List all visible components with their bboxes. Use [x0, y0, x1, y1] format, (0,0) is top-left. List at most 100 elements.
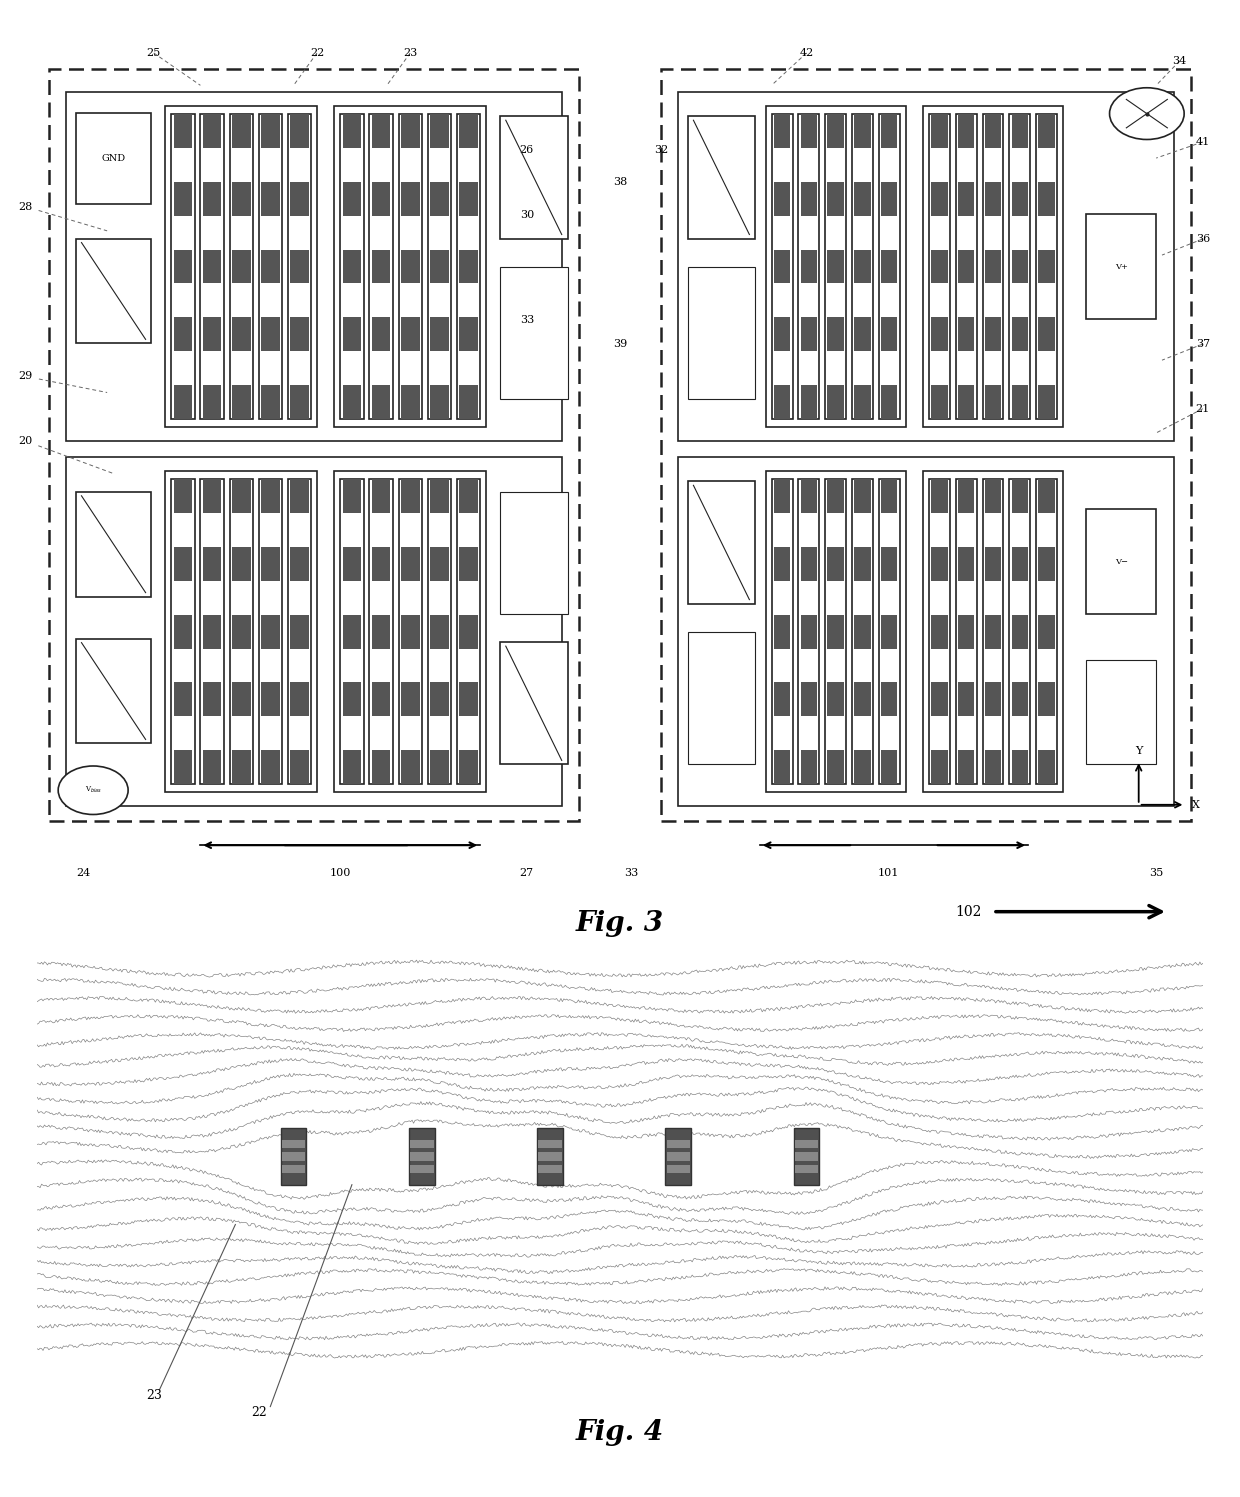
- Bar: [537, 1127, 563, 1184]
- Bar: [370, 479, 393, 784]
- Bar: [1012, 750, 1028, 784]
- Bar: [290, 479, 309, 513]
- Bar: [774, 683, 790, 716]
- Bar: [459, 479, 477, 513]
- Bar: [430, 683, 449, 716]
- Bar: [409, 1127, 435, 1184]
- Bar: [340, 479, 363, 784]
- Bar: [372, 250, 391, 283]
- Bar: [982, 479, 1003, 784]
- Bar: [774, 183, 790, 216]
- Bar: [1038, 546, 1055, 581]
- Bar: [854, 317, 870, 350]
- Bar: [1012, 114, 1028, 148]
- Bar: [774, 114, 790, 148]
- Bar: [956, 114, 977, 419]
- Bar: [165, 106, 317, 427]
- Bar: [260, 250, 280, 283]
- Bar: [678, 457, 1174, 807]
- Text: 20: 20: [19, 436, 32, 446]
- Bar: [76, 639, 151, 744]
- Bar: [401, 250, 419, 283]
- Bar: [852, 479, 873, 784]
- Bar: [398, 479, 422, 784]
- Bar: [229, 479, 253, 784]
- Bar: [340, 114, 363, 419]
- Circle shape: [58, 766, 128, 814]
- Bar: [174, 479, 192, 513]
- Bar: [290, 317, 309, 350]
- Bar: [410, 1153, 434, 1160]
- Bar: [931, 183, 947, 216]
- Text: Y: Y: [1135, 746, 1142, 756]
- Bar: [280, 1127, 306, 1184]
- Text: 42: 42: [800, 48, 813, 58]
- Bar: [456, 114, 480, 419]
- Bar: [232, 546, 250, 581]
- Bar: [771, 114, 792, 419]
- Bar: [500, 642, 568, 765]
- Bar: [430, 385, 449, 419]
- Bar: [923, 472, 1063, 792]
- Bar: [801, 183, 817, 216]
- Bar: [1086, 214, 1156, 319]
- Bar: [500, 493, 568, 614]
- Bar: [825, 114, 846, 419]
- Bar: [398, 114, 422, 419]
- Bar: [342, 615, 361, 648]
- Bar: [202, 750, 222, 784]
- Text: 21: 21: [1195, 404, 1210, 413]
- Bar: [67, 457, 562, 807]
- Bar: [232, 385, 250, 419]
- Bar: [827, 479, 843, 513]
- Bar: [260, 479, 280, 513]
- Bar: [229, 114, 253, 419]
- Bar: [825, 479, 846, 784]
- Bar: [401, 385, 419, 419]
- Bar: [801, 546, 817, 581]
- Bar: [401, 750, 419, 784]
- Bar: [372, 385, 391, 419]
- Text: 38: 38: [613, 177, 627, 187]
- Bar: [985, 479, 1001, 513]
- Bar: [202, 317, 222, 350]
- Bar: [165, 472, 317, 792]
- Text: 30: 30: [520, 210, 534, 220]
- Text: V−: V−: [1115, 558, 1127, 566]
- Bar: [801, 250, 817, 283]
- Bar: [1038, 317, 1055, 350]
- Bar: [882, 385, 898, 419]
- Bar: [538, 1153, 562, 1160]
- Bar: [260, 114, 280, 148]
- Bar: [456, 479, 480, 784]
- Bar: [67, 91, 562, 442]
- Text: 26: 26: [520, 145, 534, 156]
- Bar: [372, 183, 391, 216]
- Bar: [260, 546, 280, 581]
- Bar: [882, 183, 898, 216]
- Text: X: X: [1193, 799, 1200, 810]
- Bar: [1037, 479, 1056, 784]
- Bar: [827, 683, 843, 716]
- Bar: [201, 479, 223, 784]
- Text: 37: 37: [1195, 338, 1210, 349]
- Bar: [774, 250, 790, 283]
- Bar: [959, 114, 975, 148]
- Bar: [854, 683, 870, 716]
- Bar: [929, 114, 950, 419]
- Bar: [290, 615, 309, 648]
- Text: 35: 35: [1149, 868, 1163, 879]
- Text: 33: 33: [625, 868, 639, 879]
- Bar: [1012, 615, 1028, 648]
- Bar: [232, 683, 250, 716]
- Bar: [827, 385, 843, 419]
- Bar: [1038, 615, 1055, 648]
- Bar: [290, 683, 309, 716]
- Bar: [661, 69, 1192, 820]
- Bar: [854, 546, 870, 581]
- Text: Fig. 4: Fig. 4: [575, 1419, 665, 1446]
- Bar: [281, 1139, 305, 1148]
- Bar: [459, 385, 477, 419]
- Bar: [801, 317, 817, 350]
- Bar: [799, 114, 820, 419]
